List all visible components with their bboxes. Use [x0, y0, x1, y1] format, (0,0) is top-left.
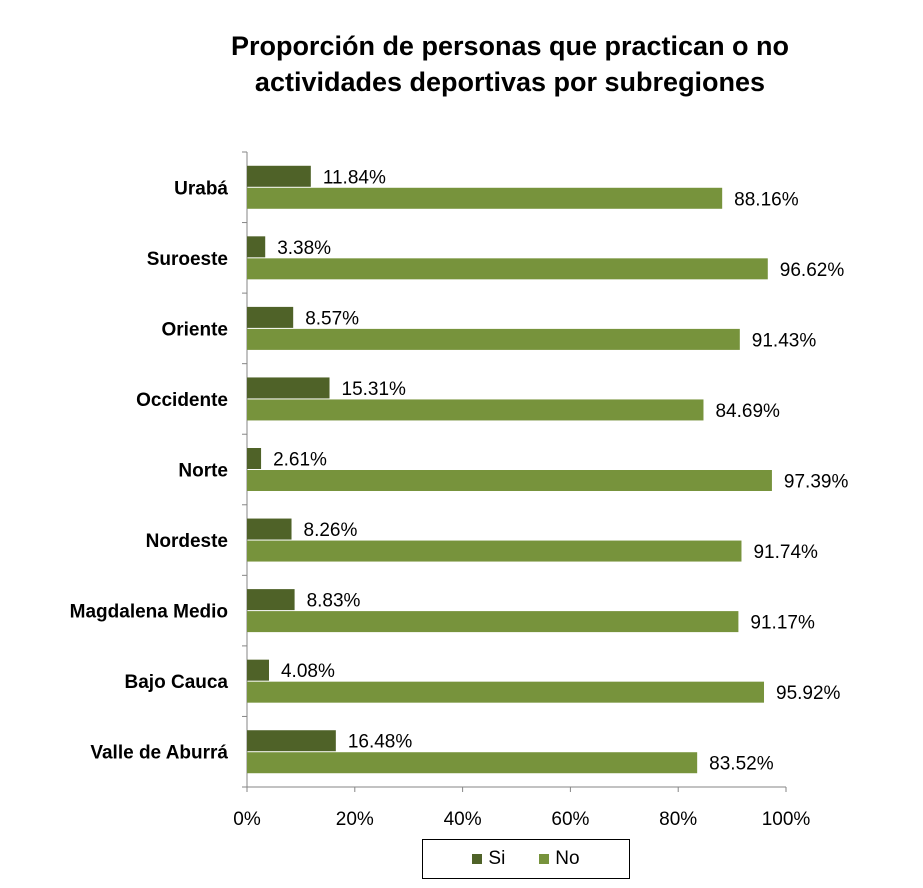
bar-si: [247, 306, 294, 328]
bar-no: [247, 258, 768, 280]
chart-title: Proporción de personas que practican o n…: [150, 28, 870, 100]
bar-si: [247, 589, 295, 611]
category-label: Valle de Aburrá: [90, 743, 228, 764]
x-tick-label: 0%: [233, 809, 261, 830]
bar-no: [247, 399, 704, 421]
legend-swatch-no: [539, 854, 550, 864]
data-label: 96.62%: [780, 260, 845, 281]
bar-no: [247, 752, 698, 774]
data-label: 91.74%: [753, 542, 818, 563]
bar-si: [247, 730, 336, 752]
bar-no: [247, 328, 740, 350]
bar-no: [247, 187, 723, 209]
chart-title-line-1: Proporción de personas que practican o n…: [230, 31, 790, 61]
data-label: 3.38%: [277, 238, 331, 259]
bar-si: [247, 659, 269, 681]
category-label: Urabá: [174, 178, 228, 199]
x-tick-label: 100%: [762, 809, 811, 830]
category-label: Nordeste: [146, 531, 228, 552]
data-label: 97.39%: [784, 472, 849, 493]
data-label: 88.16%: [734, 189, 799, 210]
bar-si: [247, 165, 311, 187]
category-label: Suroeste: [147, 249, 228, 270]
data-label: 8.26%: [304, 520, 358, 541]
x-tick-label: 80%: [659, 809, 697, 830]
category-label: Norte: [178, 461, 228, 482]
bar-no: [247, 470, 772, 491]
category-label: Magdalena Medio: [70, 602, 228, 623]
bar-si: [247, 236, 266, 258]
bar-si: [247, 518, 292, 540]
bar-no: [247, 611, 739, 633]
data-label: 91.43%: [752, 330, 817, 351]
data-label: 95.92%: [776, 683, 841, 704]
x-tick-label: 60%: [551, 809, 589, 830]
bar-no: [247, 540, 742, 562]
x-tick-label: 20%: [336, 809, 374, 830]
legend-label-no: No: [555, 848, 580, 869]
legend-item-no: No: [539, 848, 580, 870]
chart-title-line-2: actividades deportivas por subregiones: [254, 67, 766, 97]
data-label: 2.61%: [273, 450, 327, 471]
data-label: 8.83%: [307, 591, 361, 612]
data-label: 84.69%: [715, 401, 780, 422]
category-label: Bajo Cauca: [125, 672, 229, 693]
data-label: 91.17%: [750, 613, 815, 634]
data-label: 16.48%: [348, 732, 413, 753]
data-label: 4.08%: [281, 661, 335, 682]
category-label: Occidente: [136, 390, 228, 411]
x-tick-label: 40%: [444, 809, 482, 830]
legend-swatch-si: [472, 854, 483, 864]
legend-item-si: Si: [472, 848, 505, 870]
data-label: 8.57%: [305, 308, 359, 329]
legend: Si No: [422, 839, 630, 879]
data-label: 15.31%: [342, 379, 407, 400]
data-label: 11.84%: [323, 167, 386, 188]
bar-si: [247, 377, 330, 399]
legend-label-si: Si: [488, 848, 506, 869]
bar-no: [247, 681, 765, 703]
bar-si: [247, 448, 262, 469]
data-label: 83.52%: [709, 754, 774, 775]
category-label: Oriente: [161, 319, 228, 340]
